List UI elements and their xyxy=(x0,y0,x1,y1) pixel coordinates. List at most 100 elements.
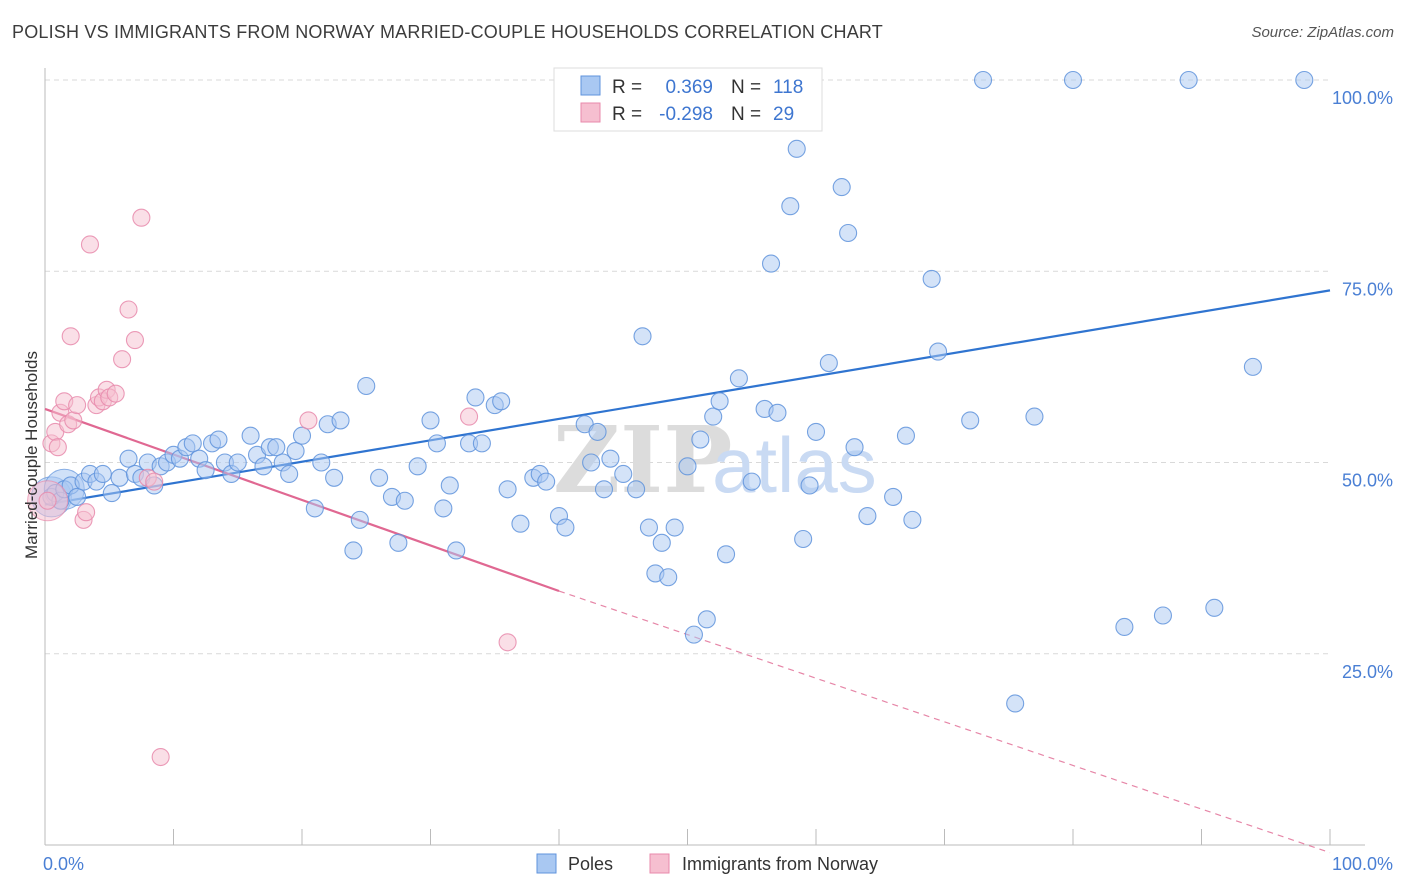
data-point xyxy=(421,411,440,430)
y-tick-label: 75.0% xyxy=(1342,279,1393,299)
data-point xyxy=(839,223,858,243)
legend: R = 0.369 N = 118 R = -0.298 N = 29 xyxy=(553,67,823,132)
data-point xyxy=(254,457,273,476)
data-point xyxy=(691,430,710,449)
legend-n-value: 118 xyxy=(773,77,803,98)
data-point xyxy=(64,411,83,430)
data-point xyxy=(582,453,601,472)
data-point xyxy=(459,407,479,426)
data-point xyxy=(1179,70,1198,90)
data-point xyxy=(781,197,800,216)
data-point xyxy=(305,499,324,518)
data-point xyxy=(800,476,819,495)
data-point xyxy=(639,518,659,537)
bottom-legend-label-poles: Poles xyxy=(568,854,613,874)
data-point xyxy=(389,533,408,552)
bottom-legend: Poles Immigrants from Norway xyxy=(536,853,878,874)
data-point xyxy=(729,369,748,388)
data-point xyxy=(286,441,305,461)
data-point xyxy=(627,480,646,499)
data-point xyxy=(768,403,787,422)
data-point xyxy=(434,499,453,518)
data-point xyxy=(1115,617,1134,637)
data-point xyxy=(652,533,671,552)
axes xyxy=(44,68,1365,846)
data-point xyxy=(132,208,151,227)
data-point xyxy=(125,331,144,350)
data-point xyxy=(684,625,703,644)
data-point xyxy=(119,300,138,319)
data-point xyxy=(241,426,260,445)
data-point xyxy=(588,422,607,441)
data-point xyxy=(77,503,96,522)
data-point xyxy=(794,529,813,549)
tick-labels: 25.0% 50.0% 75.0% 100.0% 0.0% 100.0% xyxy=(43,88,1393,874)
legend-n-label: N = xyxy=(731,77,761,98)
data-point xyxy=(209,430,228,449)
data-point xyxy=(761,254,781,273)
legend-r-value: -0.298 xyxy=(659,104,713,125)
data-point xyxy=(38,491,57,510)
data-point xyxy=(93,464,112,484)
data-point xyxy=(48,438,67,457)
data-point xyxy=(357,376,376,396)
bottom-legend-swatch-norway xyxy=(649,853,670,874)
data-point xyxy=(594,480,614,499)
data-point xyxy=(440,476,459,495)
data-point xyxy=(331,411,350,430)
data-point xyxy=(267,438,286,457)
data-point xyxy=(1063,70,1083,90)
data-point xyxy=(1153,606,1172,625)
data-point xyxy=(614,464,633,484)
bottom-legend-swatch-poles xyxy=(536,853,557,874)
legend-n-label: N = xyxy=(731,104,761,125)
data-point xyxy=(819,353,838,373)
data-point xyxy=(961,411,980,430)
data-point xyxy=(556,518,575,537)
data-point xyxy=(196,461,215,480)
regression-line-norway xyxy=(44,407,560,593)
data-point xyxy=(472,434,491,453)
legend-r-value: 0.369 xyxy=(665,77,713,98)
data-point xyxy=(370,468,389,487)
data-point xyxy=(325,468,344,487)
y-tick-label: 100.0% xyxy=(1332,88,1393,108)
data-point xyxy=(113,350,132,369)
data-point xyxy=(151,747,170,767)
data-point xyxy=(280,464,299,484)
data-point xyxy=(350,510,369,529)
chart-title: POLISH VS IMMIGRANTS FROM NORWAY MARRIED… xyxy=(12,22,883,42)
data-points xyxy=(27,70,1314,767)
data-point xyxy=(973,70,993,90)
data-point xyxy=(312,453,331,472)
legend-r-label: R = xyxy=(612,104,642,125)
data-point xyxy=(106,384,125,403)
data-point xyxy=(68,487,87,506)
legend-swatch xyxy=(580,102,601,123)
data-point xyxy=(68,396,87,415)
data-point xyxy=(80,235,100,254)
data-point xyxy=(832,178,851,197)
data-point xyxy=(601,449,620,468)
data-point xyxy=(806,422,826,441)
data-point xyxy=(183,434,202,453)
data-point xyxy=(299,411,318,430)
regression-lines xyxy=(44,289,1331,854)
data-point xyxy=(344,541,363,560)
y-axis-label: Married-couple Households xyxy=(22,351,41,559)
data-point xyxy=(110,468,129,487)
data-point xyxy=(427,434,446,453)
data-point xyxy=(61,327,80,346)
legend-r-label: R = xyxy=(612,77,642,98)
data-point xyxy=(498,480,517,499)
data-point xyxy=(102,484,121,503)
data-point xyxy=(292,426,312,445)
y-tick-label: 50.0% xyxy=(1342,471,1393,491)
data-point xyxy=(492,392,511,411)
data-point xyxy=(408,457,427,476)
data-point xyxy=(845,438,864,457)
legend-swatch xyxy=(580,75,601,96)
data-point xyxy=(537,472,556,491)
data-point xyxy=(884,487,903,506)
